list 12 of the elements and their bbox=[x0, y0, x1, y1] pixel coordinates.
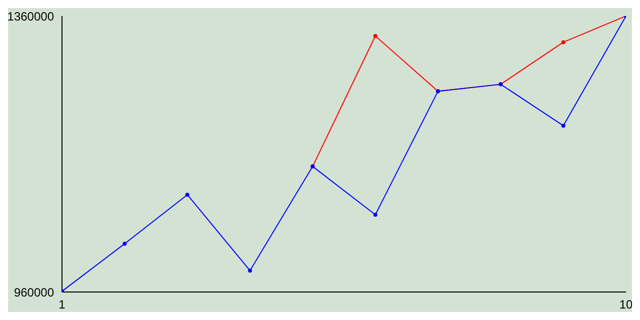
point bbox=[561, 124, 566, 128]
point bbox=[373, 212, 378, 217]
point bbox=[122, 242, 127, 246]
point bbox=[185, 192, 190, 197]
y-tick-label: 960000 bbox=[14, 285, 54, 300]
x-tick-label: 1 bbox=[58, 298, 66, 312]
x-tick-label: 10 bbox=[619, 298, 633, 312]
point bbox=[248, 268, 252, 273]
y-tick-label: 1360000 bbox=[7, 9, 54, 24]
point bbox=[561, 40, 566, 44]
point bbox=[373, 34, 378, 38]
line-series bbox=[62, 16, 626, 292]
